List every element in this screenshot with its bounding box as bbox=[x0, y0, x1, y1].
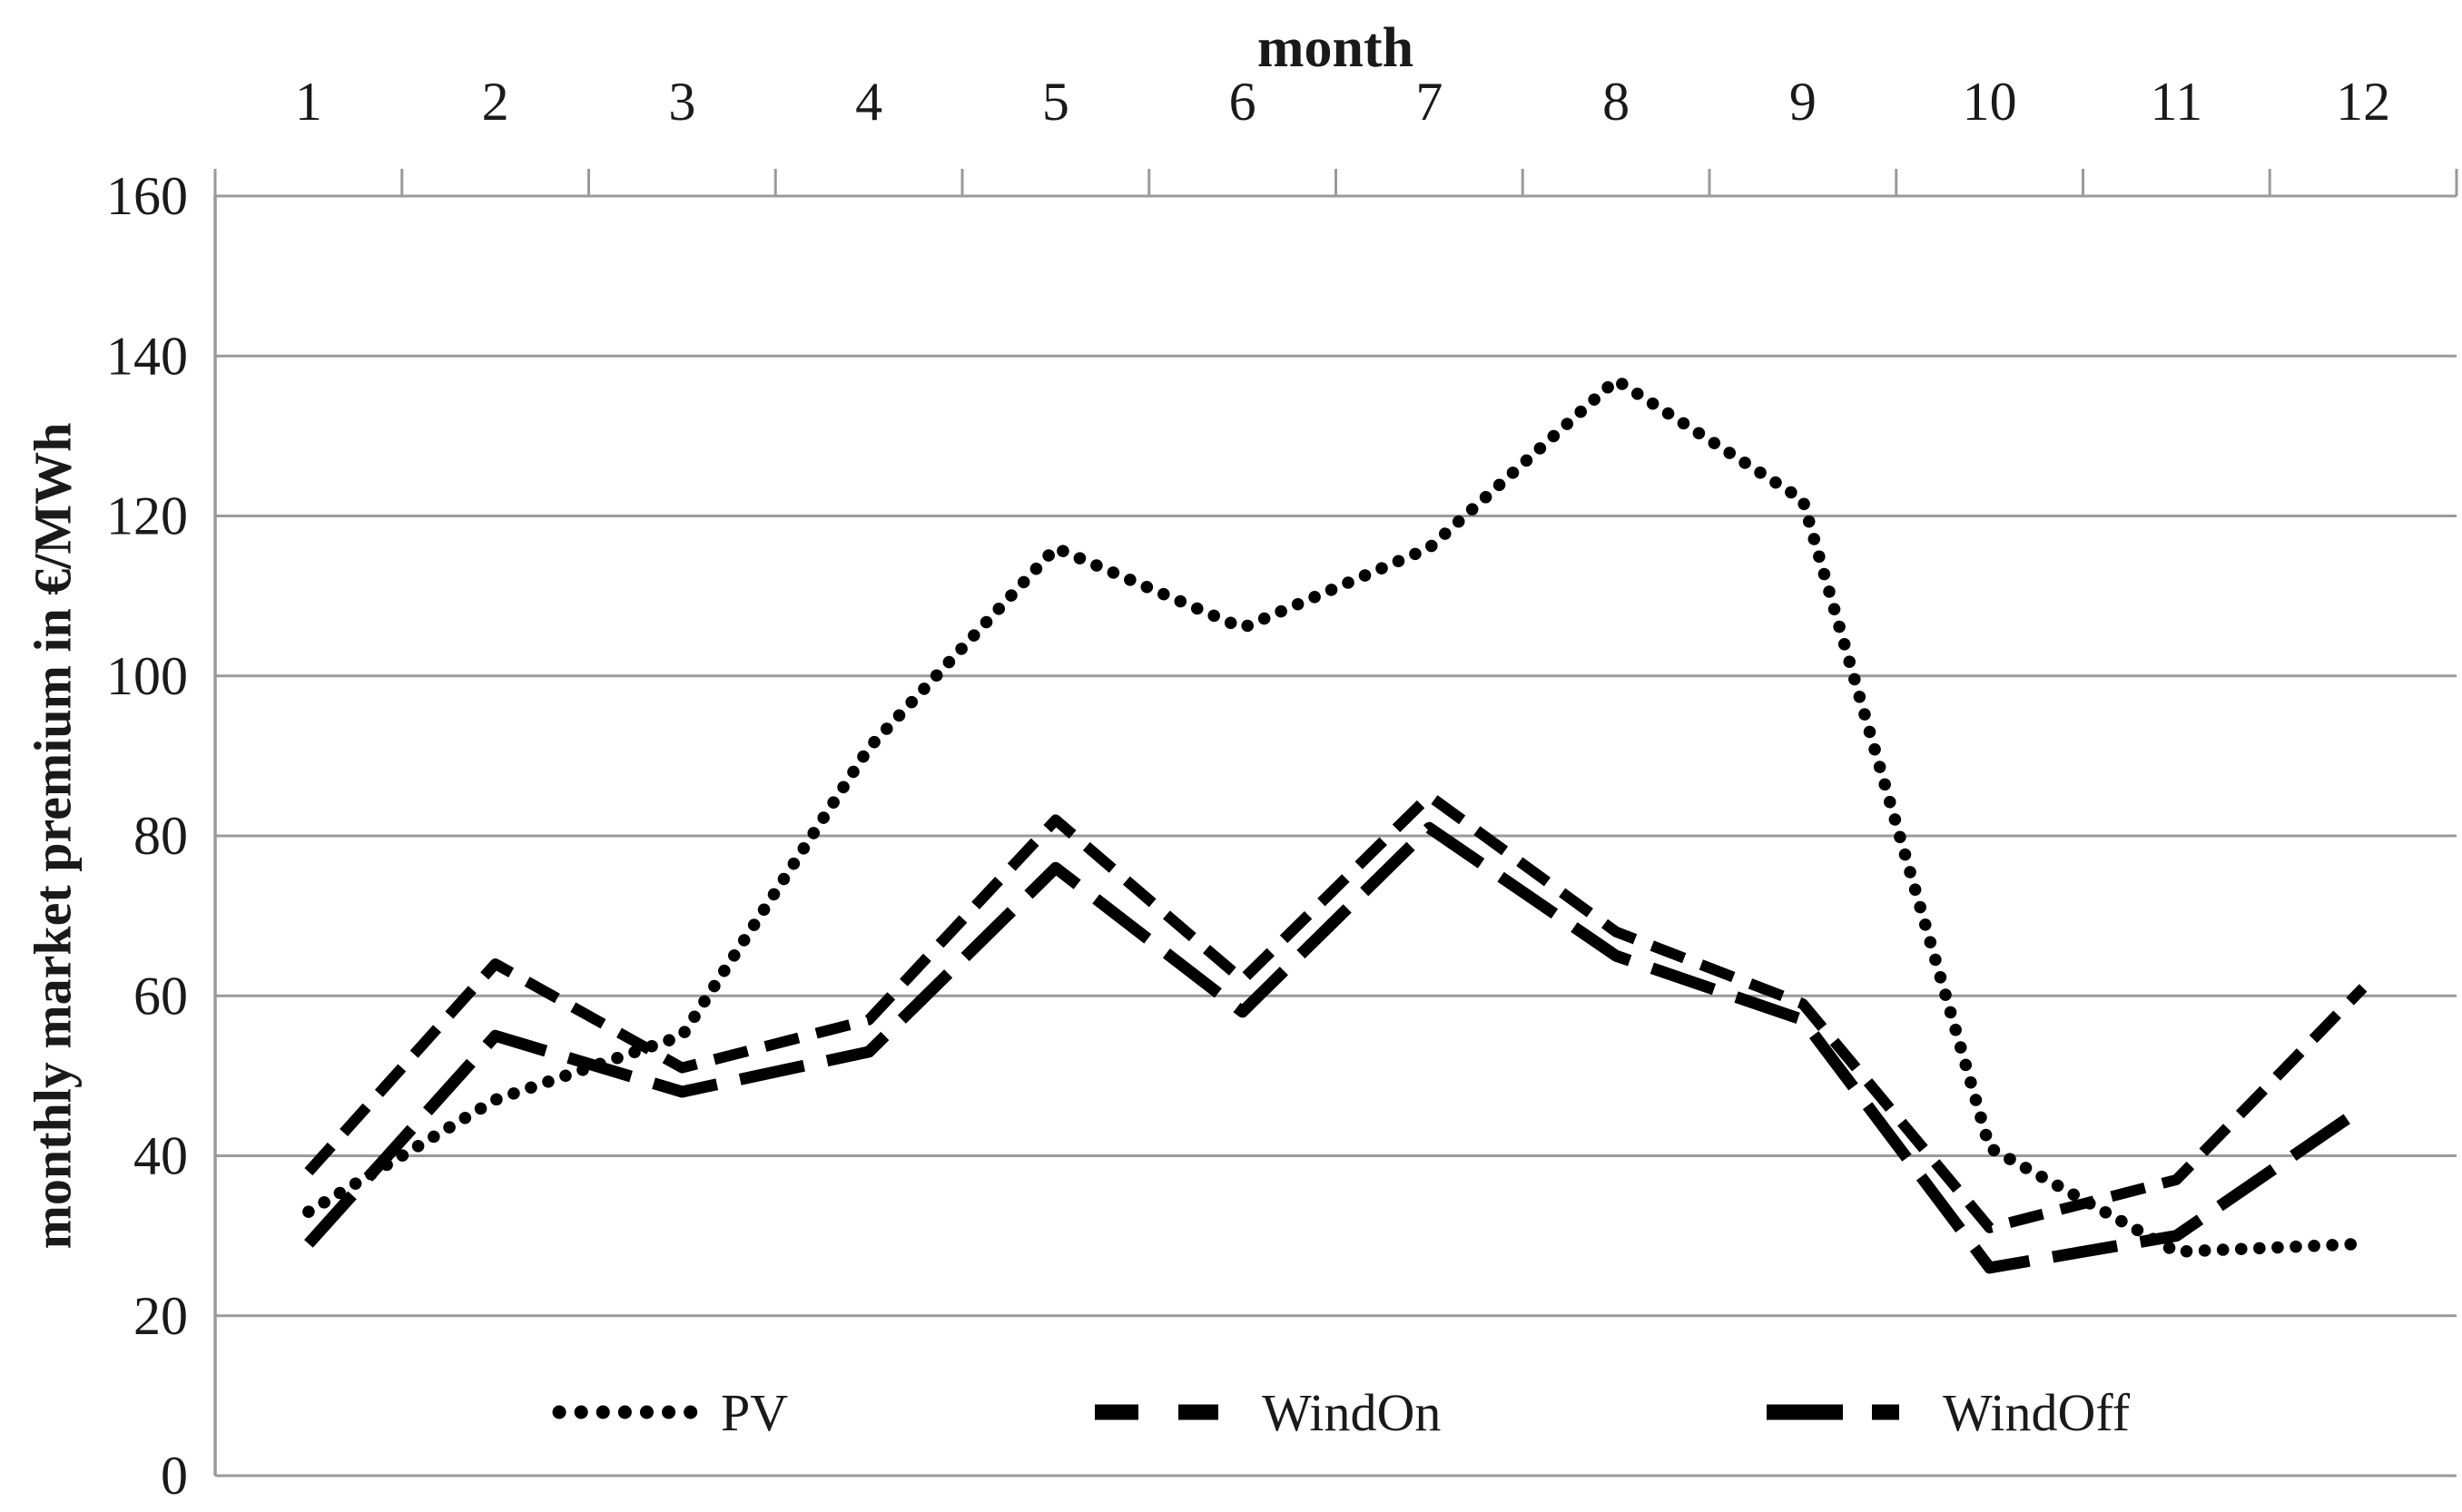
y-axis-title: monthly market premium in €/MWh bbox=[23, 422, 83, 1250]
x-tick-label-10: 10 bbox=[1963, 72, 2017, 132]
y-tick-label-120: 120 bbox=[106, 486, 188, 546]
windoff-line bbox=[304, 821, 2367, 1274]
x-tick-label-1: 1 bbox=[295, 72, 322, 132]
x-tick-label-12: 12 bbox=[2336, 72, 2390, 132]
x-tick-label-3: 3 bbox=[668, 72, 695, 132]
x-tick-label-4: 4 bbox=[855, 72, 882, 132]
x-tick-label-11: 11 bbox=[2150, 72, 2202, 132]
legend-label-windon: WindOn bbox=[1262, 1383, 1441, 1442]
legend-label-pv: PV bbox=[721, 1383, 788, 1442]
y-tick-label-60: 60 bbox=[133, 966, 188, 1026]
legend-label-windoff: WindOff bbox=[1943, 1383, 2131, 1442]
x-tick-label-9: 9 bbox=[1789, 72, 1817, 132]
y-tick-label-0: 0 bbox=[161, 1446, 188, 1506]
y-tick-label-140: 140 bbox=[106, 326, 188, 386]
y-tick-label-20: 20 bbox=[133, 1286, 188, 1346]
pv-line bbox=[302, 373, 2369, 1258]
y-tick-label-160: 160 bbox=[106, 166, 188, 226]
y-tick-label-40: 40 bbox=[133, 1126, 188, 1186]
x-tick-label-7: 7 bbox=[1415, 72, 1443, 132]
x-axis-title: month bbox=[1256, 17, 1414, 79]
y-tick-label-80: 80 bbox=[133, 806, 188, 866]
y-tick-label-100: 100 bbox=[106, 646, 188, 706]
windon-line bbox=[304, 790, 2368, 1233]
x-tick-label-2: 2 bbox=[482, 72, 509, 132]
x-tick-label-6: 6 bbox=[1229, 72, 1256, 132]
x-tick-label-8: 8 bbox=[1602, 72, 1630, 132]
x-tick-label-5: 5 bbox=[1042, 72, 1069, 132]
